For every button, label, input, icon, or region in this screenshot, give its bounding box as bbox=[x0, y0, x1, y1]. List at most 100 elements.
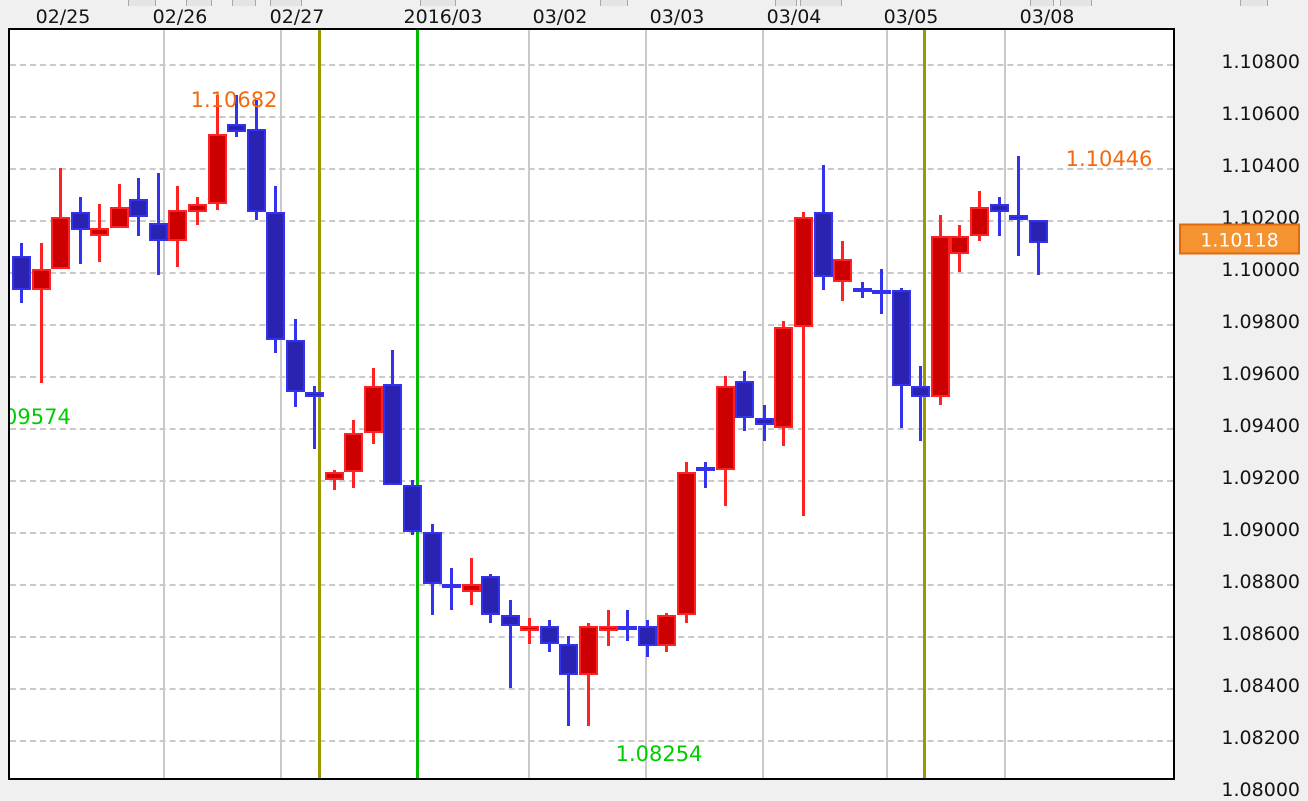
date-axis-label: 02/27 bbox=[269, 6, 325, 28]
candle-body bbox=[383, 383, 403, 486]
candlestick-bullish[interactable] bbox=[833, 30, 853, 778]
candlestick-bullish[interactable] bbox=[578, 30, 598, 778]
candlestick-bearish[interactable] bbox=[813, 30, 833, 778]
candlestick-bearish[interactable] bbox=[383, 30, 403, 778]
candlestick-bearish[interactable] bbox=[637, 30, 657, 778]
candlestick-bullish[interactable] bbox=[187, 30, 207, 778]
candle-body bbox=[657, 615, 677, 647]
olive-line-1[interactable] bbox=[318, 30, 321, 778]
toolbar-button-remnant[interactable] bbox=[128, 0, 156, 6]
candle-body bbox=[500, 615, 520, 626]
date-axis-label: 02/25 bbox=[35, 6, 91, 28]
candle-body bbox=[559, 643, 579, 675]
candlestick-bullish[interactable] bbox=[31, 30, 51, 778]
candlestick-bullish[interactable] bbox=[51, 30, 71, 778]
candlestick-bearish[interactable] bbox=[696, 30, 716, 778]
candlestick-bullish[interactable] bbox=[324, 30, 344, 778]
candlestick-bearish[interactable] bbox=[754, 30, 774, 778]
chart-canvas[interactable]: 09574 1.10682 1.08254 1.10446 bbox=[10, 30, 1173, 778]
candlestick-bearish[interactable] bbox=[227, 30, 247, 778]
candlestick-bearish[interactable] bbox=[539, 30, 559, 778]
candle-body bbox=[187, 204, 207, 213]
candle-body bbox=[872, 290, 892, 295]
toolbar-button-remnant[interactable] bbox=[1240, 0, 1268, 6]
candlestick-bullish[interactable] bbox=[461, 30, 481, 778]
candle-body bbox=[794, 217, 813, 327]
date-axis-label: 02/26 bbox=[152, 6, 208, 28]
olive-line-2[interactable] bbox=[923, 30, 926, 778]
candlestick-bullish[interactable] bbox=[794, 30, 813, 778]
candlestick-bearish[interactable] bbox=[129, 30, 149, 778]
candle-body bbox=[1009, 214, 1029, 220]
high-price-label: 1.10682 bbox=[190, 88, 278, 112]
toolbar-button-remnant[interactable] bbox=[1030, 0, 1054, 6]
toolbar-button-remnant[interactable] bbox=[270, 0, 302, 6]
toolbar-button-remnant[interactable] bbox=[800, 0, 842, 6]
price-axis-tick: 1.10000 bbox=[1221, 259, 1300, 281]
toolbar-button-remnant[interactable] bbox=[775, 0, 797, 6]
chart-plot-area[interactable]: 09574 1.10682 1.08254 1.10446 bbox=[8, 28, 1175, 780]
candle-wick bbox=[508, 599, 512, 688]
green-line[interactable] bbox=[416, 30, 419, 778]
horizontal-gridline bbox=[10, 64, 1173, 66]
candlestick-bullish[interactable] bbox=[207, 30, 227, 778]
candlestick-bearish[interactable] bbox=[481, 30, 501, 778]
candle-body bbox=[403, 485, 422, 532]
candlestick-bearish[interactable] bbox=[246, 30, 266, 778]
candlestick-bullish[interactable] bbox=[676, 30, 696, 778]
candlestick-bearish[interactable] bbox=[911, 30, 931, 778]
candlestick-bearish[interactable] bbox=[70, 30, 90, 778]
price-axis-tick: 1.08200 bbox=[1221, 727, 1300, 749]
candlestick-bearish[interactable] bbox=[12, 30, 31, 778]
candlestick-bullish[interactable] bbox=[520, 30, 540, 778]
candle-body bbox=[129, 199, 149, 218]
candlestick-bearish[interactable] bbox=[422, 30, 442, 778]
candlestick-bearish[interactable] bbox=[285, 30, 305, 778]
candlestick-bullish[interactable] bbox=[344, 30, 364, 778]
candlestick-bullish[interactable] bbox=[109, 30, 129, 778]
toolbar-button-remnant[interactable] bbox=[186, 0, 212, 6]
candlestick-bullish[interactable] bbox=[363, 30, 383, 778]
price-axis-tick: 1.09000 bbox=[1221, 519, 1300, 541]
candlestick-bullish[interactable] bbox=[950, 30, 970, 778]
last-high-label: 1.10446 bbox=[1065, 147, 1153, 171]
candlestick-bearish[interactable] bbox=[1009, 30, 1029, 778]
candlestick-bearish[interactable] bbox=[989, 30, 1009, 778]
toolbar-button-remnant[interactable] bbox=[1060, 0, 1092, 6]
candlestick-bearish[interactable] bbox=[1028, 30, 1048, 778]
candle-body bbox=[891, 290, 911, 387]
candlestick-bearish[interactable] bbox=[618, 30, 638, 778]
candlestick-bullish[interactable] bbox=[90, 30, 110, 778]
price-axis-tick: 1.09400 bbox=[1221, 415, 1300, 437]
date-axis-label: 03/03 bbox=[649, 6, 705, 28]
candle-body bbox=[911, 386, 931, 397]
candlestick-bearish[interactable] bbox=[500, 30, 520, 778]
candlestick-bearish[interactable] bbox=[891, 30, 911, 778]
candlestick-bearish[interactable] bbox=[559, 30, 579, 778]
price-axis-tick: 1.10600 bbox=[1221, 103, 1300, 125]
candlestick-bearish[interactable] bbox=[266, 30, 286, 778]
date-axis-label: 03/05 bbox=[883, 6, 939, 28]
candle-wick bbox=[39, 243, 43, 383]
candlestick-bearish[interactable] bbox=[442, 30, 462, 778]
candlestick-bullish[interactable] bbox=[598, 30, 618, 778]
candlestick-bullish[interactable] bbox=[168, 30, 188, 778]
candlestick-bearish[interactable] bbox=[305, 30, 325, 778]
candlestick-bullish[interactable] bbox=[774, 30, 794, 778]
candlestick-bearish[interactable] bbox=[403, 30, 422, 778]
candlestick-bullish[interactable] bbox=[930, 30, 950, 778]
candlestick-bullish[interactable] bbox=[715, 30, 735, 778]
candlestick-bullish[interactable] bbox=[657, 30, 677, 778]
candlestick-bearish[interactable] bbox=[148, 30, 168, 778]
toolbar-button-remnant[interactable] bbox=[232, 0, 256, 6]
candlestick-bearish[interactable] bbox=[852, 30, 872, 778]
candlestick-bearish[interactable] bbox=[872, 30, 892, 778]
price-axis[interactable]: 1.10800 1.10600 1.10400 1.10200 1.10000 1.098… bbox=[1175, 7, 1308, 801]
candlestick-bearish[interactable] bbox=[735, 30, 755, 778]
day-separator-line bbox=[886, 30, 888, 778]
toolbar-button-remnant[interactable] bbox=[600, 0, 628, 6]
candle-body bbox=[715, 386, 735, 470]
candlestick-bullish[interactable] bbox=[969, 30, 989, 778]
current-price-badge[interactable]: 1.10118 bbox=[1179, 223, 1300, 255]
toolbar-button-remnant[interactable] bbox=[420, 0, 456, 6]
